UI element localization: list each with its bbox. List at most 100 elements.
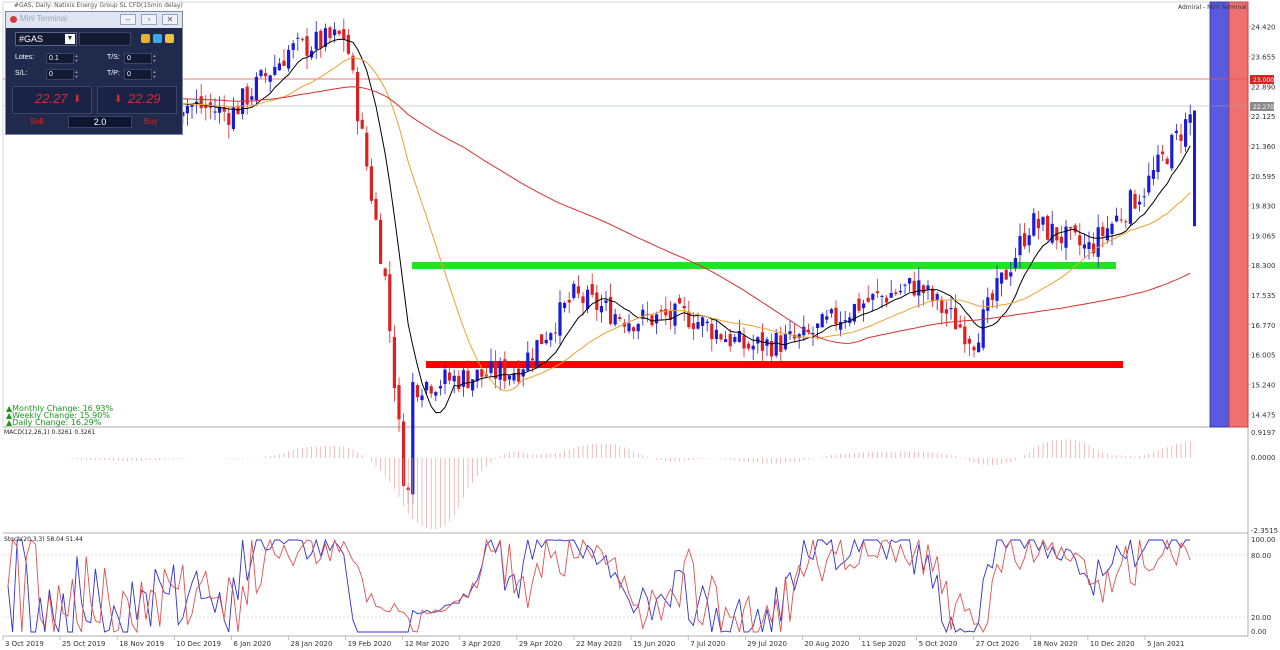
candle-body bbox=[816, 323, 820, 329]
close-button[interactable]: ✕ bbox=[162, 14, 178, 25]
candle-body bbox=[507, 375, 511, 380]
candle-body bbox=[880, 295, 884, 297]
side-zone-blue bbox=[1209, 1, 1230, 428]
ma-fast-line bbox=[7, 38, 1191, 414]
candle-body bbox=[296, 37, 300, 39]
candle-body bbox=[213, 111, 217, 113]
info-icon[interactable] bbox=[165, 34, 174, 43]
candle-body bbox=[1082, 244, 1086, 249]
ts-input[interactable]: 0 bbox=[124, 53, 152, 64]
buy-button[interactable]: Buy bbox=[144, 117, 158, 126]
candle-body bbox=[967, 338, 971, 344]
sl-label: S/L: bbox=[15, 70, 28, 77]
candle-body bbox=[885, 297, 889, 303]
candle-body bbox=[503, 359, 507, 382]
stoch-tick-80: 80.00 bbox=[1251, 552, 1271, 560]
time-tick-label: 5 Jan 2021 bbox=[1147, 640, 1185, 648]
candle-body bbox=[1036, 218, 1040, 229]
lotes-label: Lotes: bbox=[15, 54, 35, 61]
candle-body bbox=[977, 342, 981, 353]
price-tick: 24.420 bbox=[1251, 24, 1276, 32]
candle-body bbox=[540, 334, 544, 345]
chevron-down-icon[interactable]: ▼ bbox=[65, 34, 75, 44]
candle-body bbox=[231, 106, 235, 129]
candle-body bbox=[848, 317, 852, 324]
time-tick-label: 6 Jan 2020 bbox=[233, 640, 271, 648]
candle-body bbox=[733, 337, 737, 342]
sl-stepper[interactable]: ▲ ▼ bbox=[74, 69, 79, 79]
candle-body bbox=[337, 30, 341, 35]
tp-stepper[interactable]: ▲ ▼ bbox=[152, 69, 157, 79]
candle-body bbox=[618, 317, 622, 319]
settings-icon[interactable] bbox=[153, 34, 162, 43]
buy-price-button[interactable]: ⬇ 22.29 bbox=[97, 86, 177, 114]
time-tick-label: 5 Oct 2020 bbox=[919, 640, 958, 648]
candle-body bbox=[742, 335, 746, 349]
symbol-select[interactable]: #GAS ▼ bbox=[15, 32, 77, 46]
sell-arrow-icon: ⬇ bbox=[73, 94, 82, 105]
ts-stepper[interactable]: ▲ ▼ bbox=[152, 53, 157, 63]
candle-body bbox=[204, 105, 208, 109]
candle-body bbox=[576, 286, 580, 294]
mini-terminal-window[interactable]: Mini Terminal – ▫ ✕ #GAS ▼ Lotes: 0.1 ▲ ▼… bbox=[5, 11, 183, 135]
tp-input[interactable]: 0 bbox=[124, 69, 152, 80]
maximize-button[interactable]: ▫ bbox=[141, 14, 157, 25]
candle-body bbox=[1032, 213, 1036, 236]
candle-body bbox=[264, 73, 268, 77]
volume-input[interactable]: 2.0 bbox=[68, 116, 132, 128]
candle-body bbox=[498, 362, 502, 380]
copy-icon[interactable] bbox=[141, 34, 150, 43]
mini-terminal-titlebar[interactable]: Mini Terminal – ▫ ✕ bbox=[6, 12, 182, 28]
candle-body bbox=[245, 86, 249, 105]
candle-body bbox=[512, 374, 516, 381]
candle-body bbox=[1133, 193, 1137, 209]
candle-body bbox=[457, 375, 461, 390]
ts-label: T/S: bbox=[107, 54, 120, 61]
candle-body bbox=[420, 395, 424, 401]
candle-body bbox=[1174, 130, 1178, 133]
candle-body bbox=[935, 293, 939, 300]
candle-body bbox=[1165, 158, 1169, 165]
price-tick: 15.240 bbox=[1251, 381, 1276, 389]
price-tick: 17.535 bbox=[1251, 292, 1276, 300]
lotes-stepper[interactable]: ▲ ▼ bbox=[74, 53, 79, 63]
candle-body bbox=[747, 343, 751, 349]
price-tick: 16.770 bbox=[1251, 322, 1276, 330]
candle-body bbox=[434, 392, 438, 396]
sell-button[interactable]: Sell bbox=[30, 117, 44, 126]
candle-body bbox=[710, 323, 714, 340]
minimize-button[interactable]: – bbox=[120, 14, 136, 25]
candle-body bbox=[1087, 242, 1091, 249]
candle-body bbox=[1064, 226, 1068, 248]
candle-body bbox=[323, 28, 327, 47]
candle-body bbox=[834, 307, 838, 325]
candle-body bbox=[641, 309, 645, 319]
candle-body bbox=[475, 369, 479, 382]
time-tick-label: 10 Dec 2019 bbox=[176, 640, 221, 648]
support-zone bbox=[426, 361, 1123, 368]
candle-body bbox=[379, 219, 383, 264]
candle-body bbox=[1018, 236, 1022, 256]
candle-body bbox=[931, 288, 935, 302]
candle-body bbox=[940, 299, 944, 313]
sl-input[interactable]: 0 bbox=[46, 69, 74, 80]
candle-body bbox=[627, 323, 631, 332]
candle-body bbox=[530, 358, 534, 361]
candle-body bbox=[903, 284, 907, 286]
candle-body bbox=[1115, 215, 1119, 222]
candle-body bbox=[1027, 235, 1031, 246]
sell-price-button[interactable]: 22.27 ⬇ bbox=[12, 86, 92, 114]
candle-body bbox=[1059, 236, 1063, 244]
candle-body bbox=[489, 361, 493, 374]
lotes-input[interactable]: 0.1 bbox=[46, 53, 74, 64]
price-tick: 21.360 bbox=[1251, 143, 1276, 151]
candle-body bbox=[526, 352, 530, 371]
level-23000-label: 23.000 bbox=[1253, 77, 1274, 84]
candle-body bbox=[402, 421, 406, 487]
candle-body bbox=[687, 311, 691, 328]
candle-body bbox=[668, 310, 672, 320]
time-tick-label: 7 Jul 2020 bbox=[690, 640, 725, 648]
candle-body bbox=[714, 329, 718, 339]
candle-body bbox=[995, 278, 999, 301]
